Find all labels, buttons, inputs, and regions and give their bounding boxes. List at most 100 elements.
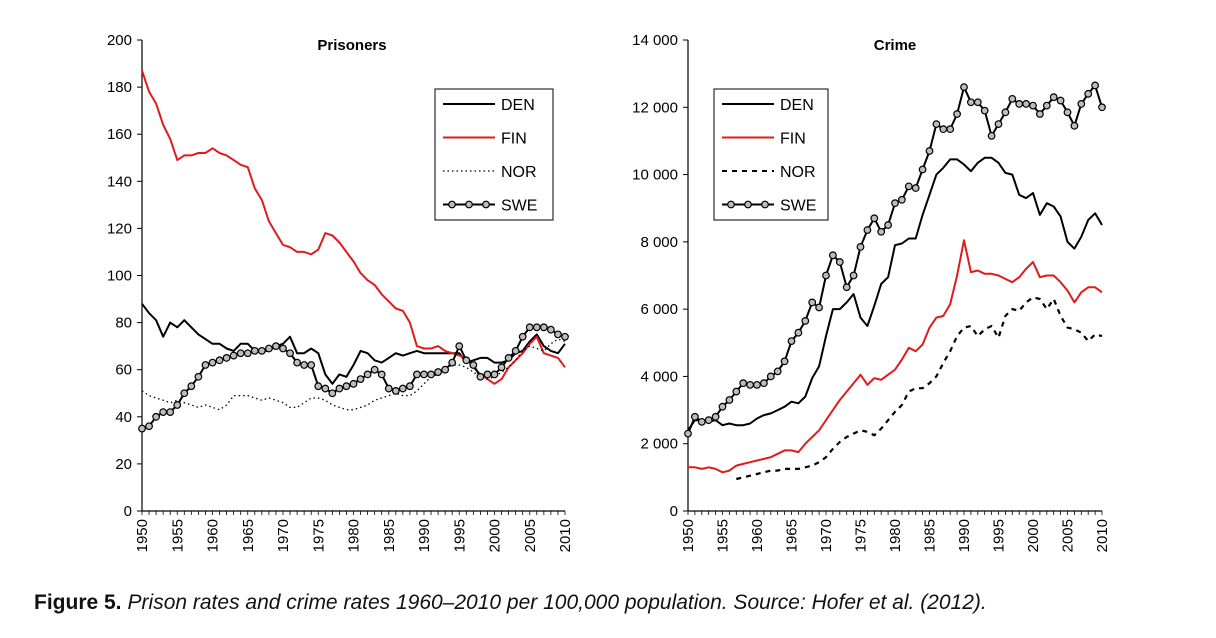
data-point-swe	[300, 361, 309, 369]
data-point-swe	[413, 370, 421, 379]
data-point-swe	[904, 182, 913, 191]
data-point-swe	[166, 408, 175, 416]
data-point-swe	[159, 408, 168, 416]
data-point-swe	[547, 325, 555, 334]
legend-marker-swe	[482, 200, 490, 209]
data-point-swe	[279, 344, 287, 353]
x-tick-label: 1990	[956, 519, 973, 552]
y-tick-label: 180	[107, 79, 132, 96]
x-tick-label: 1995	[991, 519, 1008, 552]
x-tick-label: 1950	[680, 519, 697, 552]
x-tick-label: 1975	[310, 519, 327, 552]
data-point-swe	[377, 370, 386, 379]
data-point-swe	[187, 382, 196, 391]
y-tick-label: 200	[107, 32, 132, 49]
data-point-swe	[145, 422, 153, 431]
data-point-swe	[427, 370, 435, 379]
y-tick-label: 2 000	[640, 436, 678, 453]
data-point-swe	[265, 344, 273, 353]
y-tick-label: 10 000	[632, 167, 678, 184]
y-tick-label: 40	[115, 409, 132, 426]
legend-label-fin: FIN	[780, 131, 806, 148]
data-point-swe	[980, 106, 989, 115]
data-point-swe	[250, 346, 259, 355]
data-point-swe	[554, 330, 562, 339]
data-point-swe	[328, 389, 337, 398]
data-point-swe	[236, 349, 245, 358]
data-point-swe	[960, 83, 968, 91]
data-point-swe	[561, 332, 569, 341]
data-point-swe	[691, 412, 699, 421]
data-point-swe	[822, 271, 830, 280]
data-point-swe	[967, 98, 975, 107]
legend: DEN FIN NOR SWE	[434, 88, 554, 221]
figure-charts: Prisoners 0 20 40 60 80 100 120 140 160 180 200 1950…	[107, 32, 1111, 552]
data-point-swe	[829, 251, 837, 260]
y-tick-label: 20	[115, 456, 132, 473]
data-point-swe	[476, 372, 485, 381]
data-point-swe	[272, 342, 280, 351]
data-point-swe	[349, 379, 358, 388]
data-point-swe	[815, 303, 823, 312]
data-point-swe	[911, 184, 920, 192]
data-point-swe	[953, 110, 961, 118]
data-point-swe	[849, 271, 858, 280]
y-tick-label: 60	[115, 362, 132, 379]
data-point-swe	[925, 147, 934, 155]
data-point-swe	[1042, 101, 1051, 110]
x-tick-label: 1985	[381, 519, 398, 552]
data-point-swe	[511, 346, 520, 355]
legend-marker-swe	[465, 200, 473, 209]
chart-crime: Crime 0 2 000 4 000 6 000 8 000 10 000 12 000 14…	[632, 32, 1111, 552]
x-tick-label: 1970	[818, 519, 835, 552]
data-point-swe	[884, 221, 892, 229]
data-point-swe	[462, 356, 471, 365]
x-tick-label: 1955	[169, 519, 186, 552]
data-point-swe	[539, 323, 548, 332]
data-point-swe	[398, 384, 407, 393]
data-point-swe	[1001, 108, 1010, 117]
data-point-swe	[877, 227, 886, 236]
data-point-swe	[987, 131, 996, 140]
data-point-swe	[215, 356, 224, 365]
x-tick-label: 2005	[522, 519, 539, 552]
data-point-swe	[870, 214, 879, 223]
data-point-swe	[504, 354, 513, 362]
data-point-swe	[1035, 110, 1044, 118]
data-point-swe	[173, 401, 182, 409]
legend-box	[713, 88, 829, 221]
y-tick-label: 14 000	[632, 32, 678, 49]
data-point-swe	[420, 370, 428, 379]
x-tick-label: 1990	[416, 519, 433, 552]
legend-label-swe: SWE	[780, 198, 816, 215]
legend-box	[434, 88, 554, 221]
data-point-swe	[1098, 103, 1106, 112]
legend-marker-swe	[744, 200, 752, 209]
x-tick-label: 1985	[922, 519, 939, 552]
legend-label-swe: SWE	[501, 198, 537, 215]
data-point-swe	[994, 120, 1003, 129]
legend-marker-swe	[727, 200, 735, 209]
data-point-swe	[180, 389, 189, 398]
data-point-swe	[469, 361, 478, 369]
data-point-swe	[391, 386, 400, 395]
series-line-nor	[141, 338, 566, 411]
data-point-swe	[773, 367, 782, 376]
data-point-swe	[307, 361, 316, 369]
data-point-swe	[370, 365, 379, 374]
data-point-swe	[1063, 108, 1072, 117]
data-point-swe	[532, 323, 541, 332]
caption-label: Figure 5.	[34, 591, 122, 614]
x-tick-label: 1960	[749, 519, 766, 552]
legend-label-nor: NOR	[501, 164, 537, 181]
data-point-swe	[356, 375, 365, 384]
data-point-swe	[739, 379, 748, 388]
x-tick-label: 1995	[451, 519, 468, 552]
data-point-swe	[1056, 96, 1065, 105]
data-point-swe	[257, 346, 266, 355]
y-tick-label: 0	[124, 503, 132, 520]
x-tick-label: 1980	[346, 519, 363, 552]
data-point-swe	[760, 379, 768, 388]
data-point-swe	[1015, 100, 1024, 108]
